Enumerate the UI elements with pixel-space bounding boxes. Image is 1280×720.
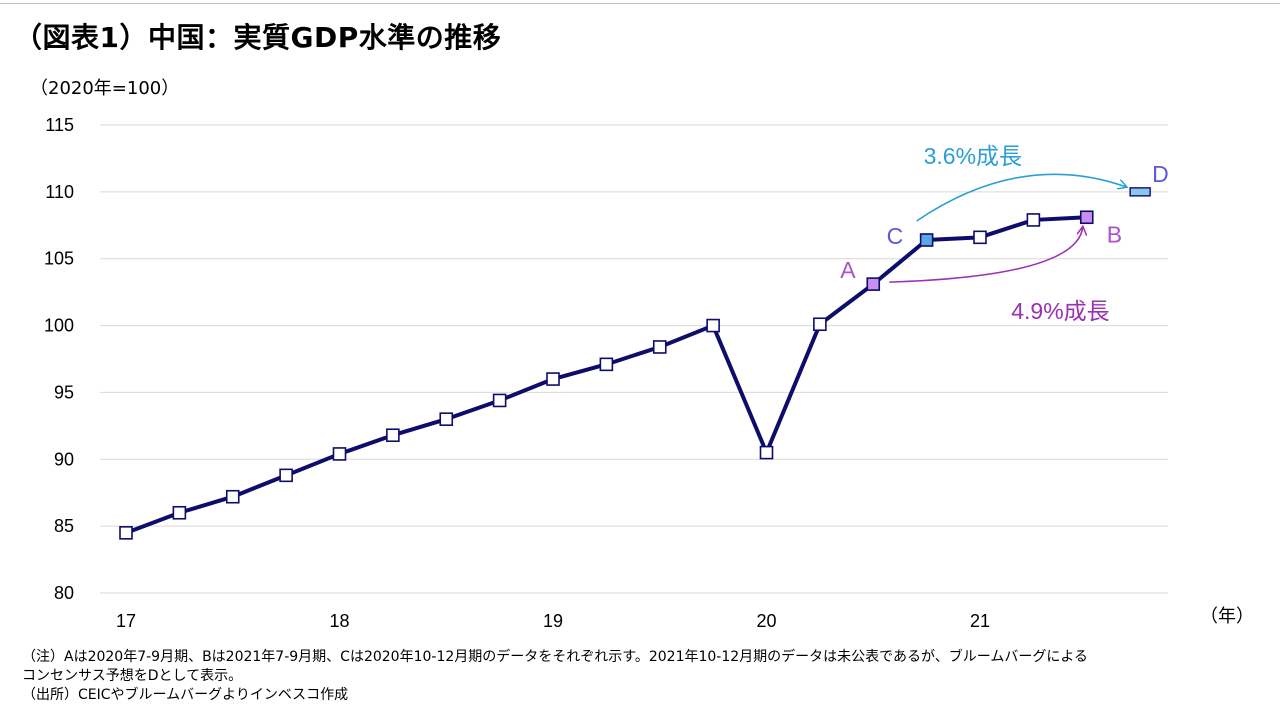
x-tick-18: 18 <box>329 611 349 631</box>
x-tick-21: 21 <box>970 611 990 631</box>
x-tick-17: 17 <box>116 611 136 631</box>
gdp-line-chart: 80 85 90 95 100 105 110 115 17 18 19 20 21 （年） A B C D… <box>44 115 1254 631</box>
y-tick-105: 105 <box>44 249 74 269</box>
point-label-b: B <box>1107 221 1122 247</box>
data-point <box>706 318 720 333</box>
data-point <box>386 428 400 443</box>
x-tick-labels: 17 18 19 20 21 <box>116 611 990 631</box>
data-point <box>492 393 507 408</box>
y-axis-unit-label: （2020年=100） <box>30 78 180 99</box>
y-tick-labels: 80 85 90 95 100 105 110 115 <box>44 115 74 603</box>
annotation-growth-c-d: 3.6%成長 <box>924 143 1022 169</box>
data-point <box>439 412 454 426</box>
data-point <box>332 447 347 461</box>
point-label-d: D <box>1152 161 1169 187</box>
data-point <box>1026 213 1041 227</box>
data-point <box>759 445 774 460</box>
source-line: （出所）CEICやブルームバーグよりインベスコ作成 <box>22 687 349 703</box>
data-point <box>973 230 987 245</box>
footnotes: （注）Aは2020年7-9月期、Bは2021年7-9月期、Cは2020年10-1… <box>22 648 1272 705</box>
data-point <box>119 526 133 540</box>
point-labels: A B C D <box>840 161 1169 283</box>
data-point <box>225 489 240 504</box>
data-point <box>652 340 667 354</box>
x-tick-20: 20 <box>756 611 776 631</box>
data-point <box>1079 210 1094 225</box>
y-tick-90: 90 <box>54 449 74 469</box>
x-tick-19: 19 <box>543 611 563 631</box>
point-label-c: C <box>887 223 904 249</box>
data-point <box>866 277 881 291</box>
data-points <box>119 187 1151 540</box>
y-tick-115: 115 <box>45 115 74 135</box>
note-line-1: （注）Aは2020年7-9月期、Bは2021年7-9月期、Cは2020年10-1… <box>22 649 1088 665</box>
forecast-point-d <box>1129 187 1151 197</box>
data-point <box>172 505 187 520</box>
data-point <box>279 468 293 483</box>
data-point <box>813 317 827 332</box>
gridlines <box>100 124 1168 594</box>
annotation-growth-a-b: 4.9%成長 <box>1011 298 1109 324</box>
page-title: （図表1）中国：実質GDP水準の推移 <box>14 21 502 54</box>
y-tick-110: 110 <box>45 182 74 202</box>
y-tick-85: 85 <box>54 516 74 536</box>
y-tick-95: 95 <box>54 382 74 402</box>
top-rule <box>0 3 1280 4</box>
arrow-a-to-b <box>889 227 1083 283</box>
data-point <box>546 372 560 386</box>
y-tick-80: 80 <box>54 583 74 603</box>
data-point <box>599 357 614 372</box>
x-axis-unit-label: （年） <box>1200 606 1254 626</box>
note-line-2: コンセンサス予想をDとして表示。 <box>22 668 243 684</box>
data-point <box>919 233 934 247</box>
y-tick-100: 100 <box>44 316 74 336</box>
series-line <box>125 215 1087 535</box>
arrow-c-to-d <box>916 173 1127 222</box>
point-label-a: A <box>840 257 856 283</box>
